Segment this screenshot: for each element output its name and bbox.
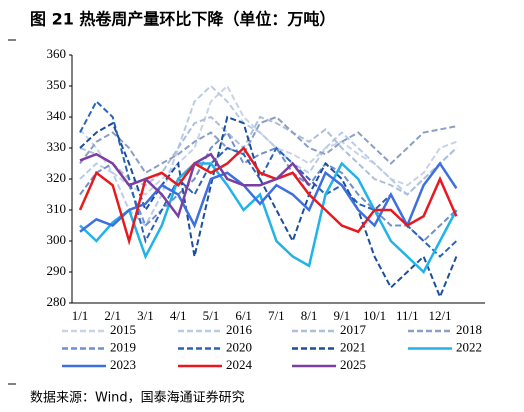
series-line: [79, 161, 458, 275]
series-line: [79, 161, 458, 233]
y-tick-label: 350: [47, 77, 67, 92]
x-tick-label: 4/1: [170, 308, 187, 323]
series-line: [79, 115, 458, 300]
x-tick-label: 3/1: [137, 308, 154, 323]
legend-label: 2025: [340, 357, 366, 372]
x-tick-label: 12/1: [428, 308, 451, 323]
source: 数据来源：Wind，国泰海通证券研究: [30, 390, 245, 406]
series-line: [79, 152, 311, 219]
x-tick-label: 6/1: [235, 308, 252, 323]
series-line: [79, 84, 457, 196]
legend-label: 2021: [340, 339, 366, 354]
y-tick-label: 310: [47, 201, 67, 216]
legend-label: 2017: [340, 322, 367, 337]
series-line: [79, 115, 458, 196]
y-tick-label: 290: [47, 263, 67, 278]
x-tick-label: 9/1: [334, 308, 351, 323]
legend-label: 2016: [226, 322, 253, 337]
x-tick-label: 7/1: [268, 308, 285, 323]
x-tick-label: 11/1: [396, 308, 419, 323]
y-tick-label: 360: [47, 46, 67, 61]
legend-label: 2023: [110, 357, 136, 372]
legend-label: 2024: [226, 357, 253, 372]
y-tick-label: 330: [47, 139, 67, 154]
y-tick-label: 320: [47, 170, 67, 185]
series-line: [79, 130, 458, 243]
x-tick-label: 2/1: [104, 308, 121, 323]
legend-label: 2020: [226, 339, 252, 354]
chart-title: 图 21 热卷周产量环比下降（单位：万吨）: [30, 10, 335, 29]
y-tick-label: 300: [47, 232, 67, 247]
legend-label: 2018: [456, 322, 482, 337]
series-line: [79, 115, 457, 175]
series-line: [79, 84, 458, 228]
x-tick-label: 10/1: [363, 308, 386, 323]
legend-label: 2019: [110, 339, 136, 354]
x-tick-label: 8/1: [301, 308, 318, 323]
legend-label: 2015: [110, 322, 136, 337]
y-tick-label: 280: [47, 294, 67, 309]
legend-label: 2022: [456, 339, 482, 354]
series-line: [79, 99, 458, 258]
y-tick-label: 340: [47, 108, 67, 123]
x-tick-label: 1/1: [72, 308, 89, 323]
series-line: [78, 146, 458, 246]
x-tick-label: 5/1: [203, 308, 220, 323]
